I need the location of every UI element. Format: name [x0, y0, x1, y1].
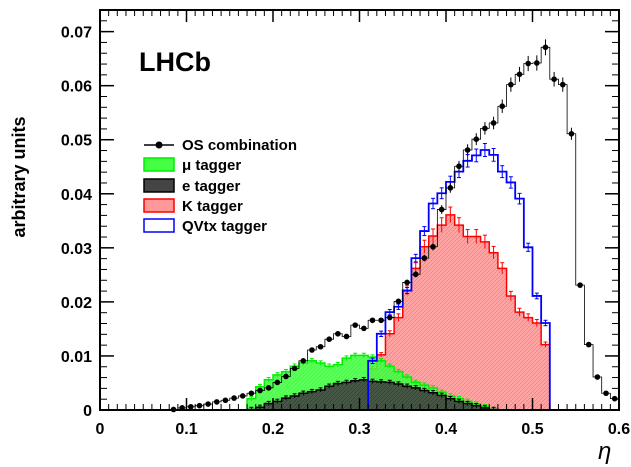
- series-qvtx-tagger: [367, 143, 551, 410]
- point-os-combination: [542, 44, 549, 51]
- y-tick-label: 0.07: [61, 25, 92, 42]
- point-os-combination: [335, 330, 341, 337]
- point-os-combination: [213, 399, 220, 405]
- legend-label-qvtx-tagger: QVtx tagger: [182, 218, 267, 235]
- plot-area: 0 0.1 0.2 0.3 0.4 0.5 0.6 0 0.01 0.02 0.03 0.04 0.05…: [61, 9, 630, 438]
- legend-entry-k-tagger: K tagger: [143, 198, 243, 215]
- point-os-combination: [499, 103, 506, 110]
- legend-entry-os-combination: OS combination: [144, 137, 297, 154]
- point-os-combination: [378, 317, 384, 324]
- point-os-combination: [291, 365, 298, 372]
- x-tick-label: 0.3: [348, 421, 370, 438]
- series-os-combination: [168, 39, 620, 413]
- point-os-combination: [205, 401, 211, 407]
- point-os-combination: [317, 343, 324, 350]
- point-os-combination: [188, 403, 194, 410]
- point-os-combination: [611, 395, 618, 402]
- x-tick-label: 0.4: [435, 421, 457, 438]
- legend-os-marker-dot: [155, 141, 163, 149]
- y-tick-label: 0.02: [61, 295, 92, 312]
- y-tick-label: 0.03: [61, 241, 92, 258]
- point-os-combination: [248, 390, 255, 397]
- point-os-combination: [438, 206, 445, 213]
- point-os-combination: [265, 385, 272, 391]
- point-os-combination: [473, 136, 480, 142]
- legend-label-k-tagger: K tagger: [182, 198, 243, 215]
- point-os-combination: [239, 393, 246, 399]
- point-os-combination: [412, 271, 419, 278]
- legend-entry-mu-tagger: μ tagger: [143, 157, 241, 174]
- point-os-combination: [464, 147, 471, 153]
- legend-entry-qvtx-tagger: QVtx tagger: [143, 218, 267, 235]
- legend-e-swatch: [143, 178, 175, 193]
- point-os-combination: [490, 120, 497, 126]
- legend-mu-swatch: [143, 157, 175, 172]
- legend-label-os-combination: OS combination: [182, 137, 297, 154]
- point-os-combination: [300, 358, 307, 364]
- y-tick-label: 0: [83, 403, 92, 420]
- point-os-combination: [482, 125, 488, 132]
- point-os-combination: [594, 374, 601, 380]
- x-tick-label: 0.5: [521, 421, 543, 438]
- point-os-combination: [568, 130, 575, 137]
- x-axis-label: η: [598, 438, 611, 465]
- series-layer: [168, 39, 620, 413]
- x-tick-label: 0: [96, 421, 105, 438]
- point-os-combination: [525, 60, 531, 67]
- y-tick-label: 0.05: [61, 133, 92, 150]
- area-k-tagger: [368, 214, 550, 410]
- legend-k-swatch: [143, 198, 175, 213]
- point-os-combination: [559, 81, 566, 88]
- point-os-combination: [585, 341, 592, 348]
- point-os-combination: [421, 255, 428, 261]
- point-os-combination: [283, 373, 289, 380]
- y-axis-label: arbitrary units: [9, 116, 29, 237]
- point-os-combination: [361, 325, 367, 332]
- y-tick-label: 0.01: [61, 349, 92, 366]
- x-tick-label: 0.6: [608, 421, 630, 438]
- y-tick-label: 0.04: [61, 187, 92, 204]
- x-tick-label: 0.2: [262, 421, 284, 438]
- area-e-tagger: [247, 379, 498, 410]
- legend: OS combination μ tagger e tagger K tagge…: [143, 137, 297, 235]
- point-os-combination: [456, 163, 462, 170]
- series-e-tagger: [246, 377, 499, 411]
- point-os-combination: [551, 76, 557, 82]
- legend-label-mu-tagger: μ tagger: [182, 157, 241, 174]
- point-os-combination: [516, 71, 523, 78]
- point-os-combination: [222, 397, 229, 404]
- point-os-combination: [508, 81, 514, 88]
- point-os-combination: [326, 336, 333, 342]
- y-tick-label: 0.06: [61, 79, 92, 96]
- point-os-combination: [534, 60, 540, 66]
- point-os-combination: [343, 333, 350, 340]
- experiment-label: LHCb: [139, 47, 211, 77]
- point-os-combination: [447, 185, 454, 191]
- point-os-combination: [231, 395, 237, 401]
- ticks-layer: 0 0.1 0.2 0.3 0.4 0.5 0.6 0 0.01 0.02 0.03 0.04 0.05…: [61, 9, 630, 438]
- legend-label-e-tagger: e tagger: [182, 178, 241, 195]
- point-os-combination: [274, 379, 281, 386]
- point-os-combination: [257, 387, 263, 394]
- point-os-combination: [603, 390, 609, 397]
- point-os-combination: [352, 322, 358, 328]
- legend-entry-e-tagger: e tagger: [143, 178, 241, 195]
- point-os-combination: [386, 314, 393, 321]
- point-os-combination: [395, 298, 402, 305]
- point-os-combination: [430, 243, 436, 250]
- point-os-combination: [369, 317, 376, 324]
- legend-qvtx-swatch: [143, 218, 175, 233]
- x-tick-label: 0.1: [175, 421, 197, 438]
- point-os-combination: [577, 282, 583, 288]
- point-os-combination: [309, 347, 315, 353]
- point-os-combination: [404, 279, 410, 286]
- point-os-combination: [196, 402, 203, 409]
